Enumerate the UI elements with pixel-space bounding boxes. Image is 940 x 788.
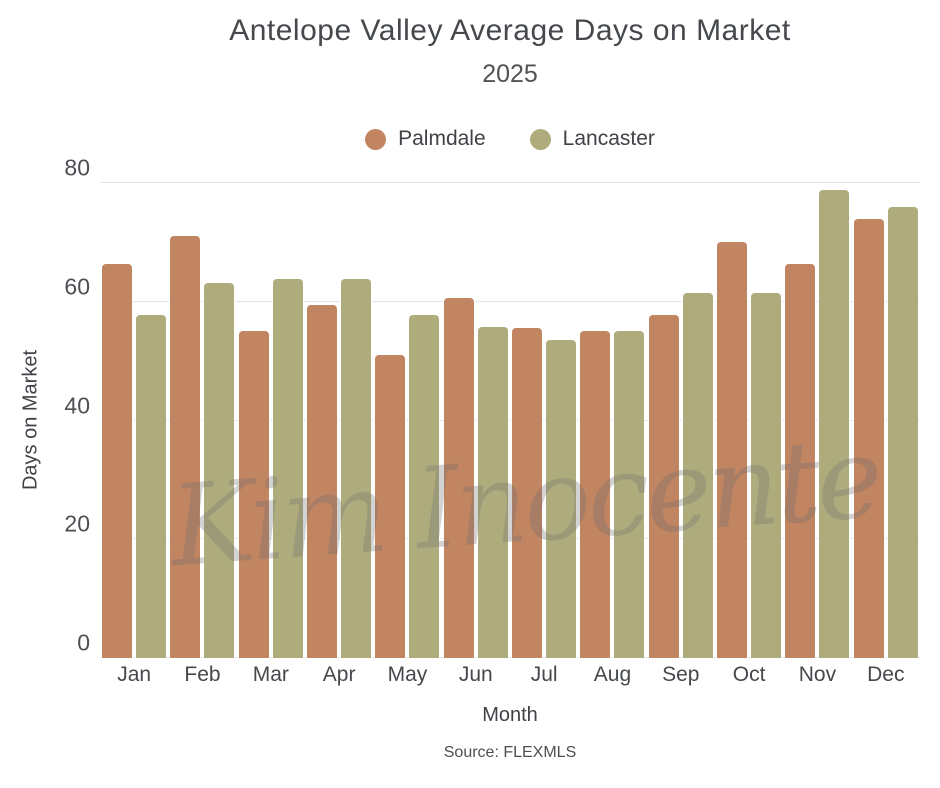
gridline-40: [100, 419, 920, 421]
bar-lancaster-dec: [887, 206, 918, 658]
bar-lancaster-feb: [204, 283, 235, 658]
y-tick-80: 80: [64, 154, 90, 181]
bar-group-jan: [100, 183, 168, 658]
y-tick-20: 20: [64, 510, 90, 537]
x-tick-jul: Jul: [530, 663, 558, 686]
bar-lancaster-nov: [819, 189, 850, 658]
gridline-60: [100, 300, 920, 302]
bar-group-sep: [647, 183, 715, 658]
bar-lancaster-jan: [136, 315, 167, 658]
chart-subtitle: 2025: [482, 60, 538, 88]
bar-lancaster-mar: [272, 279, 303, 658]
gridline-80: [100, 182, 920, 183]
x-tick-mar: Mar: [252, 663, 289, 686]
x-axis-tick-labels: Jan Feb Mar Apr May Jun Jul Aug Sep Oct Nov Dec: [100, 663, 920, 687]
bar-palmdale-feb: [170, 236, 201, 658]
bar-palmdale-sep: [648, 314, 679, 658]
y-axis-tick-labels: 0 20 40 60 80: [0, 155, 90, 658]
bar-palmdale-dec: [853, 218, 884, 658]
bar-group-nov: [783, 183, 851, 658]
bar-lancaster-jul: [546, 340, 577, 658]
legend-label: Palmdale: [398, 127, 486, 150]
bar-palmdale-jul: [512, 328, 543, 658]
chart-title: Antelope Valley Average Days on Market: [229, 14, 791, 47]
bar-palmdale-jun: [443, 297, 474, 658]
chart-legend: Palmdale Lancaster: [100, 127, 920, 151]
bar-lancaster-sep: [682, 292, 713, 658]
y-tick-40: 40: [64, 392, 90, 418]
y-tick-0: 0: [77, 629, 90, 656]
x-tick-jun: Jun: [458, 663, 493, 686]
bars-container: [100, 183, 920, 658]
plot-area: Kim Inocente: [100, 182, 920, 658]
bar-group-mar: [237, 183, 305, 658]
bar-group-dec: [852, 183, 920, 658]
legend-swatch-lancaster: [529, 128, 551, 150]
x-tick-may: May: [387, 663, 428, 686]
bar-group-apr: [305, 183, 373, 658]
x-tick-sep: Sep: [662, 663, 700, 686]
x-tick-oct: Oct: [732, 663, 766, 686]
x-axis-title: Month: [482, 704, 538, 726]
bar-palmdale-apr: [307, 305, 338, 658]
x-tick-nov: Nov: [798, 663, 837, 686]
bar-group-aug: [578, 183, 646, 658]
bar-palmdale-aug: [580, 330, 611, 658]
bar-palmdale-nov: [785, 264, 816, 658]
bar-group-jul: [510, 183, 578, 658]
y-tick-60: 60: [64, 273, 90, 300]
bar-group-jun: [442, 183, 510, 658]
bar-lancaster-may: [409, 314, 440, 658]
bar-lancaster-jun: [477, 326, 508, 658]
bar-lancaster-apr: [341, 278, 372, 658]
legend-swatch-palmdale: [365, 128, 387, 150]
bar-group-may: [373, 183, 441, 658]
bar-palmdale-jan: [102, 264, 133, 658]
bar-lancaster-aug: [614, 331, 645, 658]
legend-item-lancaster: Lancaster: [529, 127, 655, 151]
x-tick-feb: Feb: [184, 663, 221, 686]
x-tick-jan: Jan: [117, 663, 152, 686]
bar-lancaster-oct: [751, 292, 782, 658]
source-note: Source: FLEXMLS: [443, 744, 577, 761]
legend-label: Lancaster: [562, 127, 655, 150]
gridline-20: [100, 538, 920, 540]
x-tick-aug: Aug: [593, 663, 632, 686]
bar-palmdale-may: [375, 355, 406, 658]
bar-group-oct: [715, 183, 783, 658]
bar-group-feb: [168, 183, 236, 658]
x-tick-dec: Dec: [867, 663, 905, 686]
bar-palmdale-mar: [238, 331, 269, 658]
gridline-0: [100, 657, 920, 658]
bar-palmdale-oct: [717, 241, 748, 658]
legend-item-palmdale: Palmdale: [365, 127, 486, 151]
x-tick-apr: Apr: [322, 663, 356, 686]
